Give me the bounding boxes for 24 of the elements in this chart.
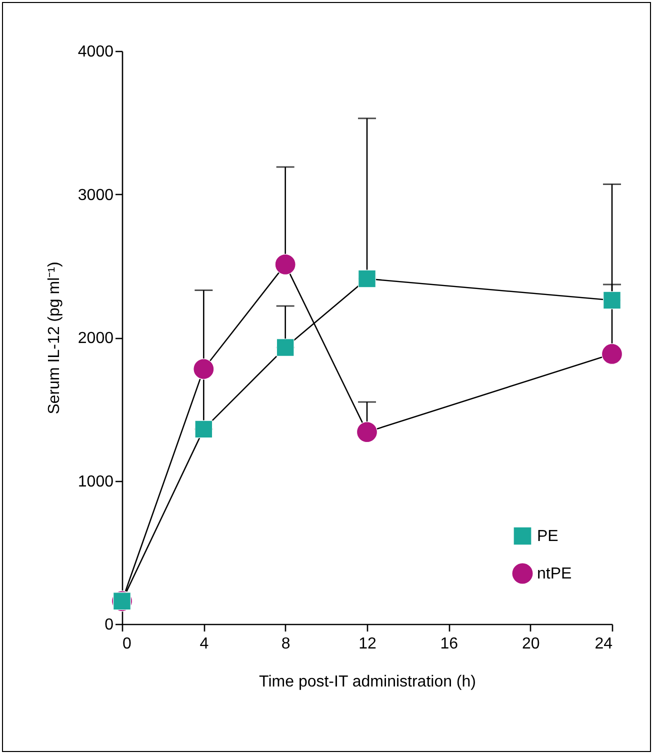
point <box>358 270 376 288</box>
point <box>603 291 621 310</box>
y-tick-label: 2000 <box>78 330 114 347</box>
x-tick-label: 0 <box>122 636 132 652</box>
x-tick-label: 4 <box>200 636 209 652</box>
point <box>276 338 294 356</box>
point <box>193 358 214 380</box>
x-tick-label: 8 <box>281 636 290 652</box>
x-tick-label: 12 <box>358 636 376 652</box>
x-tick-label: 24 <box>594 636 613 652</box>
y-tick-label: 0 <box>104 616 114 634</box>
x-tick-label: 20 <box>522 636 540 652</box>
point <box>194 420 213 438</box>
point <box>356 422 378 443</box>
legend-label: PE <box>537 528 558 545</box>
y-tick-label: 1000 <box>78 473 114 490</box>
x-tick-label: 16 <box>440 636 458 652</box>
y-tick-label: 4000 <box>78 44 114 60</box>
legend-label: ntPE <box>537 566 572 582</box>
y-tick-label: 3000 <box>78 186 114 204</box>
y-axis-title: Serum IL-12 (pg ml⁻¹) <box>46 262 63 414</box>
point <box>274 254 296 275</box>
point <box>601 343 623 364</box>
x-axis-title: Time post-IT administration (h) <box>259 674 476 690</box>
